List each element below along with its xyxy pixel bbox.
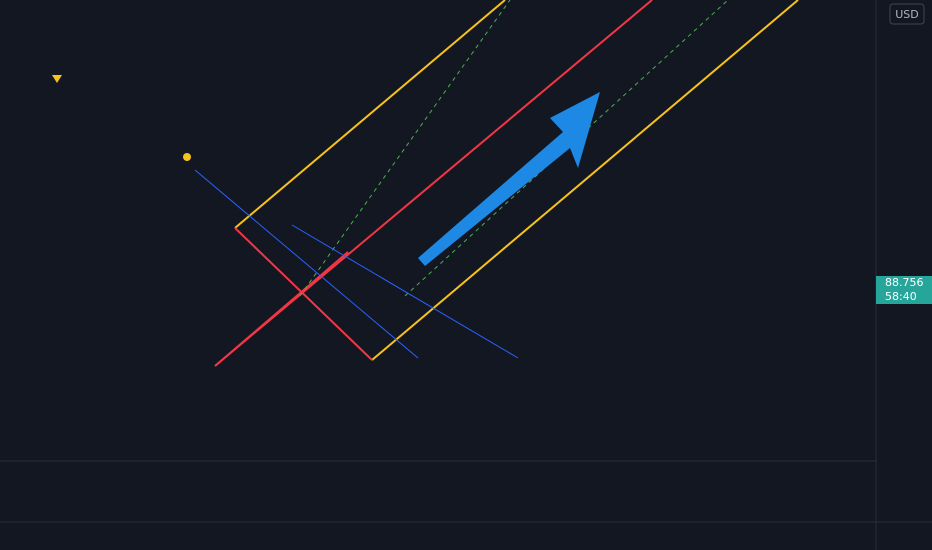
fan-line: [194, 169, 419, 359]
last-price-tag: [876, 276, 932, 304]
channel-line: [371, 0, 799, 361]
price-axis-bg: [876, 0, 932, 550]
marker-dot: [183, 153, 191, 161]
marker-triangle: [52, 75, 62, 83]
channel-median: [214, 0, 653, 367]
currency[interactable]: USD: [895, 8, 919, 21]
drawing-tools: [52, 0, 799, 367]
arrow: [418, 92, 600, 266]
channel-diagonal: [234, 227, 373, 361]
channel-diagonal: [214, 251, 349, 367]
fan-line: [291, 224, 519, 359]
last-price-label: 88.756: [885, 276, 924, 289]
channel-line: [234, 0, 506, 229]
currency-box[interactable]: [889, 3, 925, 25]
countdown: 58:40: [885, 290, 917, 303]
